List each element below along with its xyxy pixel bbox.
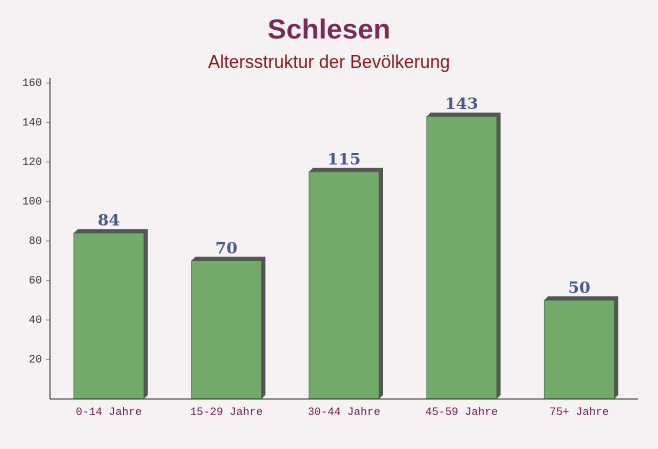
x-tick-label: 45-59 Jahre [425, 407, 498, 419]
value-label: 115 [327, 149, 360, 168]
value-label: 50 [568, 278, 590, 297]
value-label: 70 [215, 238, 237, 257]
bar [308, 171, 380, 400]
y-tick-label: 80 [29, 236, 42, 248]
x-tick-label: 15-29 Jahre [190, 407, 263, 419]
y-tick-label: 160 [22, 78, 42, 90]
y-tick-label: 20 [29, 354, 42, 366]
x-tick-label: 0-14 Jahre [76, 407, 142, 419]
value-label: 143 [445, 94, 478, 113]
y-tick-label: 60 [29, 275, 42, 287]
bar [73, 232, 145, 400]
bar [191, 260, 262, 400]
y-tick-label: 40 [29, 315, 42, 327]
y-tick-label: 140 [22, 117, 42, 129]
bar [543, 300, 615, 400]
chart-subtitle: Altersstruktur der Bevölkerung [208, 52, 450, 72]
bar [426, 116, 497, 400]
value-label: 84 [98, 211, 120, 230]
x-tick-label: 30-44 Jahre [308, 407, 381, 419]
y-tick-label: 100 [22, 196, 42, 208]
y-tick-label: 120 [22, 157, 42, 169]
chart-title: Schlesen [268, 13, 391, 44]
x-tick-label: 75+ Jahre [549, 407, 608, 419]
